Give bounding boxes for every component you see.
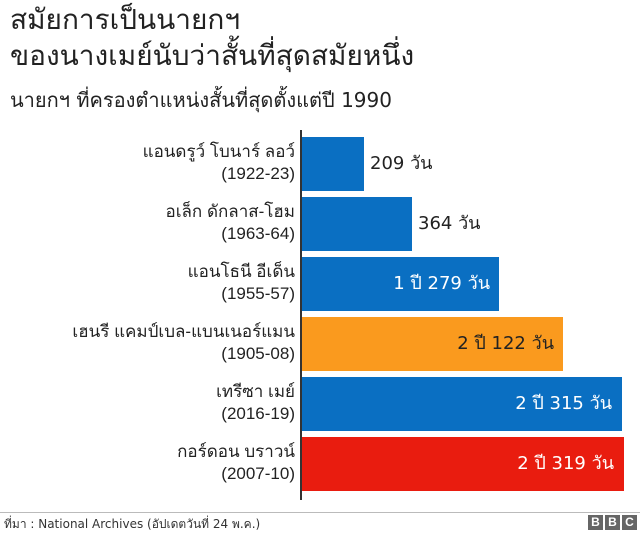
pm-name: แอนโธนี อีเด็น (187, 262, 295, 281)
bar-row: แอนดรูว์ โบนาร์ ลอว์ (1922-23) 209 วัน (0, 137, 640, 191)
bar-row: กอร์ดอน บราวน์ (2007-10) 2 ปี 319 วัน (0, 437, 640, 491)
bar-label: เทรีซา เมย์ (2016-19) (216, 381, 295, 425)
pm-years: (2007-10) (221, 464, 295, 483)
source-note: ที่มา : National Archives (อัปเดตวันที่ … (4, 517, 261, 531)
bbc-logo: B B C (588, 515, 637, 530)
logo-letter: B (588, 515, 603, 530)
footer-divider (0, 512, 640, 513)
bar-row: แอนโธนี อีเด็น (1955-57) 1 ปี 279 วัน (0, 257, 640, 311)
bar (302, 197, 412, 251)
y-axis-line (300, 130, 302, 500)
chart-subtitle: นายกฯ ที่ครองตำแหน่งสั้นที่สุดตั้งแต่ปี … (10, 88, 392, 112)
logo-letter: B (605, 515, 620, 530)
bar-value: 209 วัน (370, 153, 433, 174)
bar-value: 2 ปี 122 วัน (457, 333, 554, 354)
pm-name: กอร์ดอน บราวน์ (177, 442, 295, 461)
pm-years: (1905-08) (221, 344, 295, 363)
pm-name: เทรีซา เมย์ (216, 382, 295, 401)
bar-value: 2 ปี 315 วัน (515, 393, 612, 414)
bar (302, 317, 563, 371)
pm-years: (1922-23) (221, 164, 295, 183)
bar-label: กอร์ดอน บราวน์ (2007-10) (177, 441, 295, 485)
title-line-2: ของนางเมย์นับว่าสั้นที่สุดสมัยหนึ่ง (10, 39, 415, 72)
bar (302, 257, 499, 311)
pm-name: อเล็ก ดักลาส-โฮม (165, 202, 295, 221)
bar-value: 2 ปี 319 วัน (517, 453, 614, 474)
bar-row: อเล็ก ดักลาส-โฮม (1963-64) 364 วัน (0, 197, 640, 251)
bar (302, 137, 364, 191)
title-line-1: สมัยการเป็นนายกฯ (10, 3, 241, 36)
pm-name: แอนดรูว์ โบนาร์ ลอว์ (142, 142, 295, 161)
bar (302, 437, 624, 491)
bar-label: แอนโธนี อีเด็น (1955-57) (188, 261, 295, 305)
pm-years: (1963-64) (221, 224, 295, 243)
pm-years: (2016-19) (221, 404, 295, 423)
bar-row: เทรีซา เมย์ (2016-19) 2 ปี 315 วัน (0, 377, 640, 431)
bar-value: 1 ปี 279 วัน (393, 273, 490, 294)
bar-label: อเล็ก ดักลาส-โฮม (1963-64) (165, 201, 295, 245)
logo-letter: C (622, 515, 637, 530)
bar-chart: แอนดรูว์ โบนาร์ ลอว์ (1922-23) 209 วัน อ… (0, 130, 640, 502)
bar-label: เฮนรี แคมป์เบล-แบนเนอร์แมน (1905-08) (72, 321, 295, 365)
bar (302, 377, 622, 431)
bar-label: แอนดรูว์ โบนาร์ ลอว์ (1922-23) (143, 141, 295, 185)
pm-years: (1955-57) (221, 284, 295, 303)
bar-row: เฮนรี แคมป์เบล-แบนเนอร์แมน (1905-08) 2 ป… (0, 317, 640, 371)
bar-value: 364 วัน (418, 213, 481, 234)
pm-name: เฮนรี แคมป์เบล-แบนเนอร์แมน (72, 322, 295, 341)
chart-title: สมัยการเป็นนายกฯ ของนางเมย์นับว่าสั้นที่… (10, 2, 630, 74)
